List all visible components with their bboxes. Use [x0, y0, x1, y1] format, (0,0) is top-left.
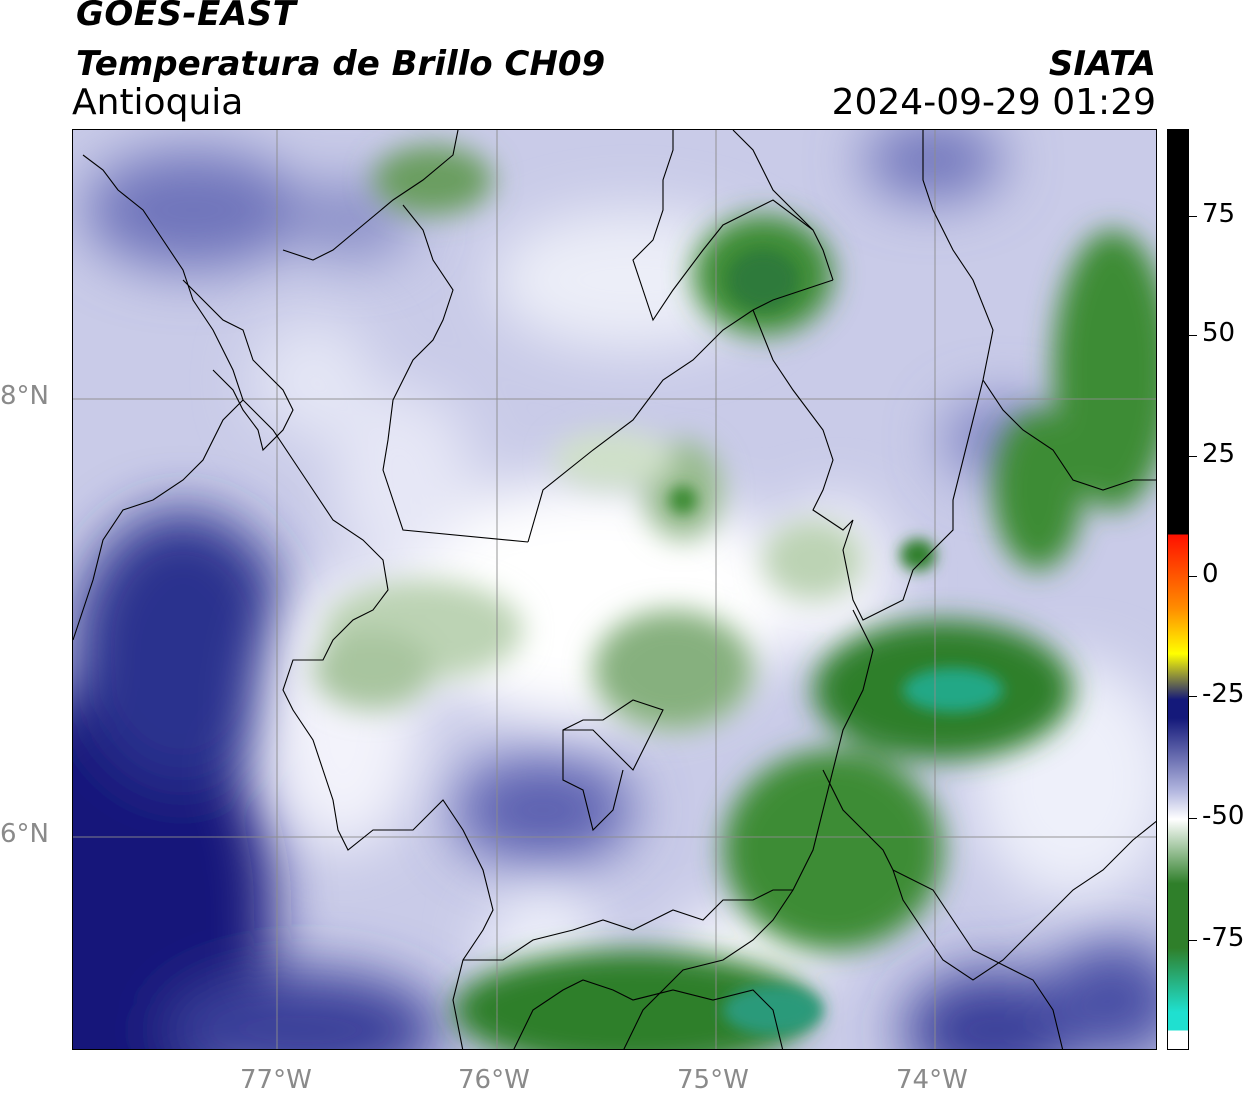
boundaries [73, 130, 1156, 1049]
colorbar-label-minus25: -25 [1202, 679, 1245, 709]
colorbar-label-50: 50 [1202, 318, 1236, 348]
organization-label: SIATA [1048, 44, 1156, 84]
graticule [73, 130, 1156, 1049]
lat-label-6n: 6°N [0, 819, 49, 849]
colorbar-label-75: 75 [1202, 199, 1236, 229]
satellite-title: GOES-EAST [76, 0, 297, 34]
colorbar-tick [1189, 696, 1197, 697]
map-canvas [73, 130, 1156, 1049]
lon-label-74w: 74°W [896, 1065, 968, 1095]
lat-label-8n: 8°N [0, 381, 49, 411]
lon-label-77w: 77°W [240, 1065, 312, 1095]
product-title: Temperatura de Brillo CH09 [76, 44, 606, 84]
lon-label-76w: 76°W [458, 1065, 530, 1095]
brightness-temperature-map[interactable] [72, 129, 1157, 1050]
colorbar [1167, 129, 1189, 1050]
colorbar-tick [1189, 456, 1197, 457]
lon-label-75w: 75°W [677, 1065, 749, 1095]
colorbar-tick [1189, 216, 1197, 217]
datetime-label: 2024-09-29 01:29 [831, 82, 1156, 123]
colorbar-tick [1189, 940, 1197, 941]
region-label: Antioquia [72, 82, 244, 123]
colorbar-label-0: 0 [1202, 559, 1219, 589]
colorbar-tick [1189, 576, 1197, 577]
colorbar-tick [1189, 818, 1197, 819]
colorbar-label-minus50: -50 [1202, 801, 1245, 831]
colorbar-tick [1189, 335, 1197, 336]
colorbar-label-minus75: -75 [1202, 923, 1245, 953]
colorbar-label-25: 25 [1202, 439, 1236, 469]
